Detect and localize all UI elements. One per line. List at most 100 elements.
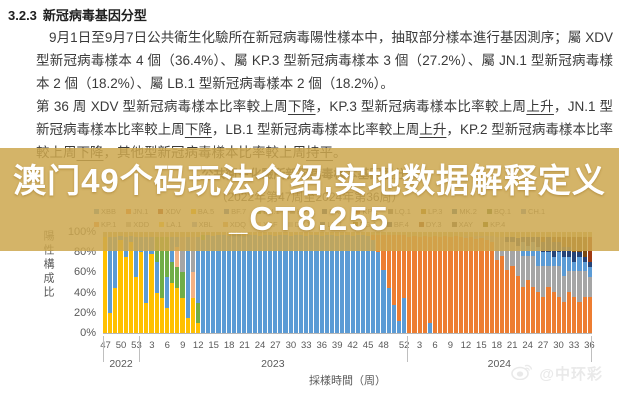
ad-banner-text-line2: _CT8.255: [229, 200, 390, 237]
bar-segment: [257, 236, 262, 333]
bar-segment: [582, 257, 587, 263]
bar-segment: [108, 237, 113, 313]
bar-segment: [567, 247, 572, 258]
bar-segment: [402, 297, 407, 333]
bar-segment: [530, 256, 536, 287]
x-tick-label: 6: [164, 340, 170, 351]
bar-segment: [463, 238, 469, 333]
bar-segment: [185, 237, 190, 318]
x-tick-label: 33: [568, 340, 580, 351]
bar-segment: [252, 235, 257, 333]
year-divider: [406, 336, 408, 362]
year-divider: [103, 336, 104, 362]
bar-segment: [371, 240, 376, 333]
section-number: 3.2.3: [8, 8, 37, 23]
trend-word: 上升: [419, 122, 447, 137]
bar-segment: [427, 237, 432, 323]
x-tick-label: 24: [254, 340, 266, 351]
x-tick-label: 33: [301, 340, 312, 351]
bar-segment: [319, 236, 324, 333]
section-title: 新冠病毒基因分型: [42, 8, 147, 23]
bar-segment: [144, 237, 149, 303]
bar-segment: [133, 237, 139, 278]
bar-segment: [360, 235, 365, 333]
bar-segment: [433, 236, 438, 333]
paragraph-sequencing-results: 9月1日至9月7日公共衛生化驗所在新冠病毒陽性樣本中，抽取部分樣本進行基因測序；…: [36, 30, 613, 91]
bar-segment: [164, 277, 170, 308]
bar-segment: [505, 242, 510, 271]
bar-segment: [386, 235, 391, 288]
bar-segment: [113, 237, 118, 288]
bar-segment: [396, 235, 402, 321]
bar-segment: [546, 266, 551, 287]
bar-segment: [515, 246, 520, 277]
trend-word: 上升: [526, 99, 554, 114]
bar-segment: [469, 237, 474, 333]
bar-segment: [520, 256, 525, 287]
x-tick-label: 36: [316, 340, 328, 351]
x-tick-label: 36: [584, 340, 595, 351]
bar-segment: [510, 266, 515, 333]
bar-segment: [536, 291, 541, 333]
bar-segment: [458, 237, 463, 333]
bar-segment: [572, 252, 577, 263]
bar-segment: [541, 266, 546, 297]
bar-segment: [113, 287, 118, 333]
x-tick-label: 21: [239, 340, 250, 351]
x-tick-label: 30: [285, 340, 297, 351]
bar-segment: [159, 297, 164, 333]
bar-segment: [268, 235, 273, 333]
bar-segment: [180, 237, 185, 273]
bar-segment: [376, 252, 381, 333]
bar-segment: [577, 271, 582, 302]
bar-segment: [175, 247, 180, 268]
bar-segment: [577, 257, 582, 272]
bar-segment: [587, 262, 592, 268]
weibo-watermark: @中环彩: [511, 362, 603, 385]
bar-segment: [237, 235, 242, 333]
year-label-2023: 2023: [261, 358, 285, 370]
bar-segment: [494, 260, 500, 333]
bar-segment: [386, 287, 391, 333]
bar-segment: [190, 237, 195, 273]
ad-banner-text-line1: 澳门49个码玩法介绍,实地数据解释定义: [13, 162, 606, 199]
bar-segment: [273, 236, 278, 333]
y-tick-label: 0%: [80, 327, 96, 339]
bar-segment: [427, 322, 432, 333]
bar-segment: [541, 296, 546, 333]
bar-segment: [551, 266, 556, 292]
x-tick-label: 9: [447, 340, 454, 351]
bar-segment: [582, 262, 587, 272]
x-tick-label: 18: [491, 340, 503, 351]
bar-segment: [587, 277, 592, 297]
bar-segment: [556, 296, 561, 333]
bar-segment: [226, 236, 231, 333]
x-tick-label: 12: [192, 340, 204, 351]
x-tick-label: 27: [537, 340, 549, 351]
year-label-2022: 2022: [109, 358, 133, 370]
year-label-2024: 2024: [487, 358, 512, 370]
y-tick-label: 20%: [73, 306, 96, 319]
x-tick-label: 52: [398, 340, 410, 351]
bar-segment: [422, 236, 427, 333]
bar-segment: [283, 235, 288, 333]
bar-segment: [175, 267, 180, 288]
bar-segment: [103, 237, 108, 333]
weibo-icon: [511, 362, 533, 385]
bar-segment: [355, 235, 360, 333]
x-tick-label: 47: [100, 340, 111, 351]
bar-segment: [149, 254, 154, 333]
bar-segment: [561, 301, 567, 333]
bar-segment: [572, 296, 577, 333]
bar-segment: [438, 237, 443, 333]
bar-segment: [200, 240, 206, 333]
trend-word: 下降: [184, 122, 212, 137]
bar-segment: [324, 235, 329, 333]
bar-segment: [453, 236, 458, 333]
bar-segment: [154, 292, 159, 333]
bar-segment: [417, 237, 422, 333]
bar-segment: [572, 271, 577, 297]
bar-segment: [180, 297, 185, 333]
bar-segment: [567, 291, 572, 333]
x-tick-label: 27: [270, 340, 281, 351]
